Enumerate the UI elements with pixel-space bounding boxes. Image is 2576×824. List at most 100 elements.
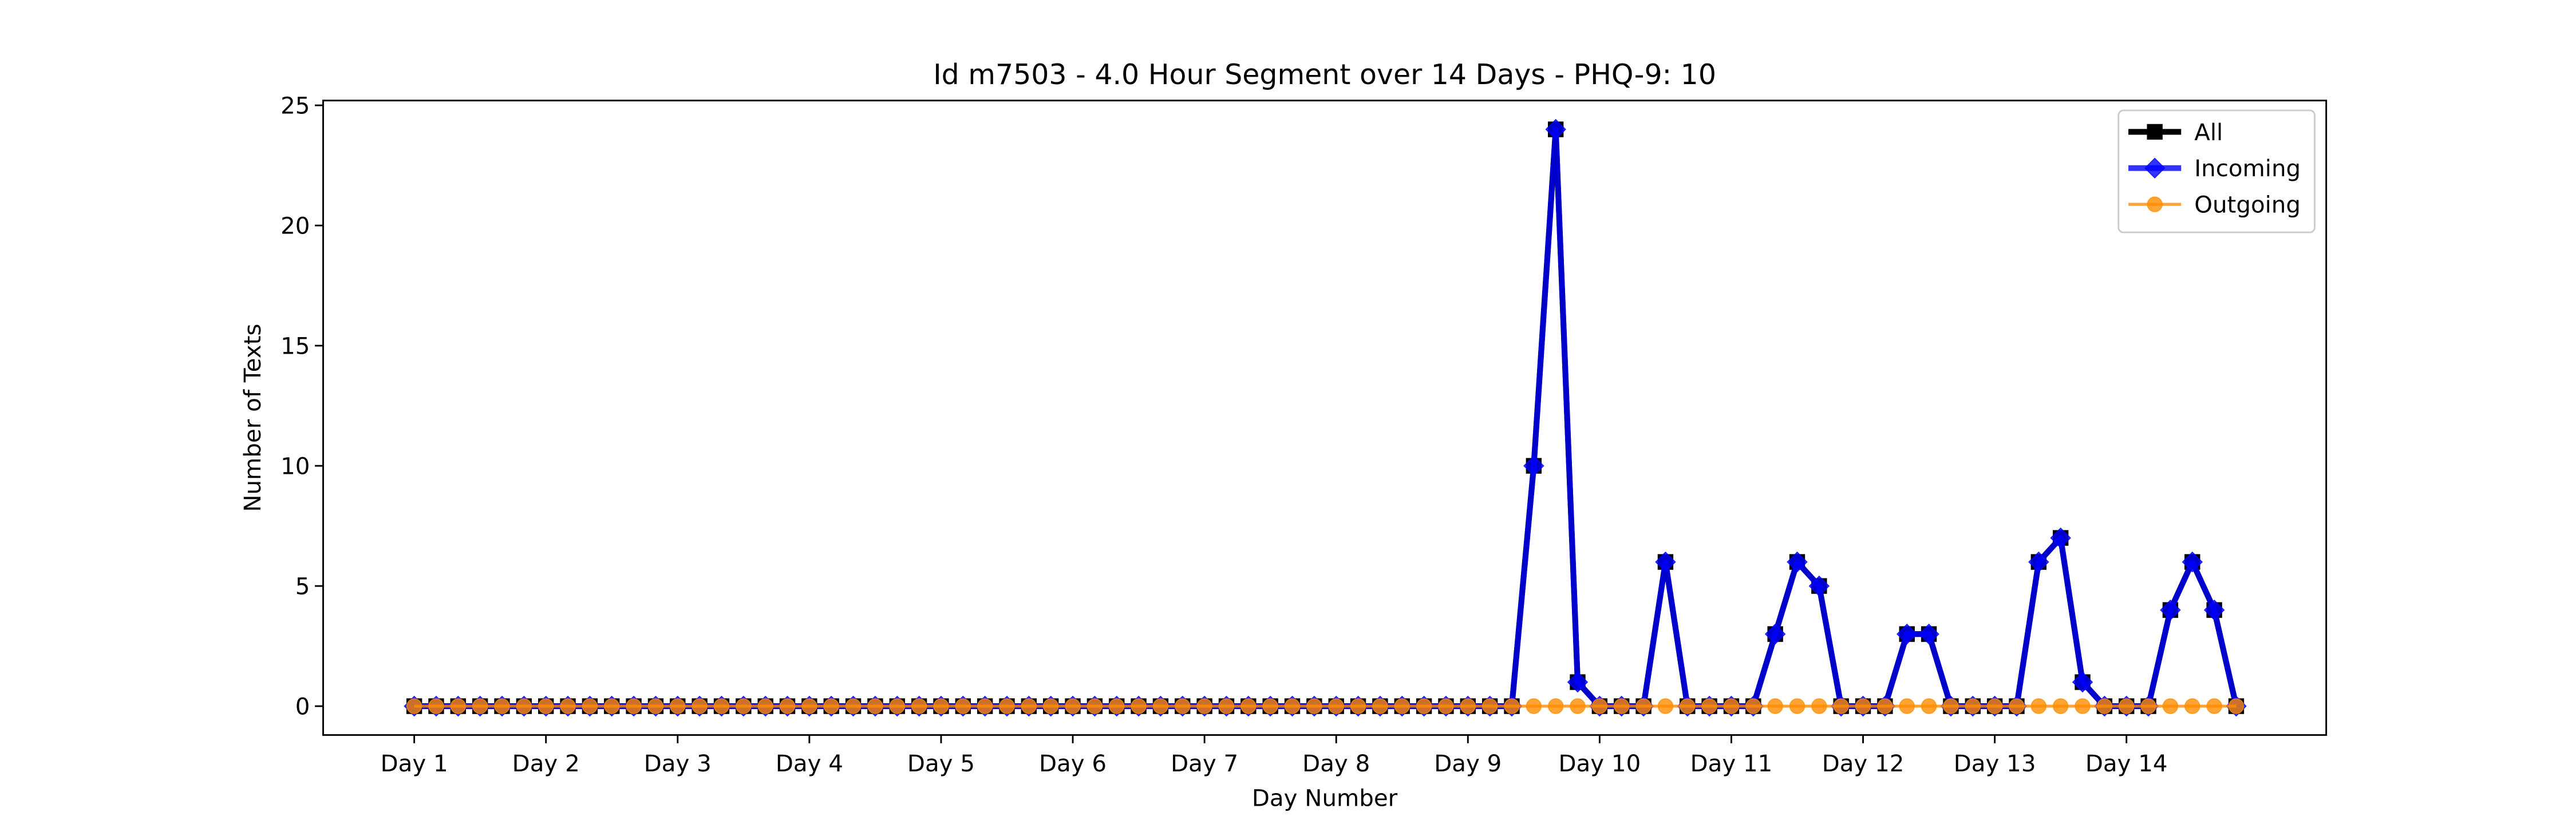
data-point xyxy=(1723,698,1740,714)
legend-label: Incoming xyxy=(2194,155,2301,182)
data-point xyxy=(1745,698,1761,714)
x-tick-label: Day 10 xyxy=(1559,750,1641,777)
y-tick-label: 25 xyxy=(280,92,310,119)
data-point xyxy=(1899,698,1915,714)
data-point xyxy=(1896,623,1918,645)
data-point xyxy=(1152,698,1169,714)
x-axis-label: Day Number xyxy=(1252,785,1398,811)
data-point xyxy=(1787,551,1808,573)
data-point xyxy=(2162,698,2179,714)
data-point xyxy=(736,698,752,714)
data-point xyxy=(1240,698,1257,714)
data-point xyxy=(889,698,905,714)
data-point xyxy=(1043,698,1059,714)
data-point xyxy=(1086,698,1103,714)
x-tick-label: Day 3 xyxy=(644,750,712,777)
legend-marker xyxy=(2147,124,2163,140)
data-point xyxy=(1614,698,1630,714)
data-point xyxy=(1438,698,1454,714)
x-tick-label: Day 2 xyxy=(512,750,580,777)
y-tick-label: 20 xyxy=(280,212,310,239)
data-point xyxy=(2184,698,2200,714)
x-tick-label: Day 14 xyxy=(2085,750,2168,777)
data-point xyxy=(2228,698,2245,714)
data-point xyxy=(1655,551,1676,573)
data-point xyxy=(2206,698,2222,714)
data-point xyxy=(757,698,773,714)
data-point xyxy=(2028,551,2049,573)
data-point xyxy=(2096,698,2113,714)
data-point xyxy=(1545,118,1566,140)
data-point xyxy=(450,698,466,714)
data-point xyxy=(2140,698,2156,714)
data-point xyxy=(516,698,532,714)
data-point xyxy=(2009,698,2025,714)
data-point xyxy=(692,698,708,714)
data-point xyxy=(1460,698,1476,714)
data-point xyxy=(2119,698,2135,714)
data-point xyxy=(2075,698,2091,714)
data-point xyxy=(1350,698,1366,714)
data-point xyxy=(1764,623,1786,645)
data-point xyxy=(1196,698,1212,714)
data-point xyxy=(1855,698,1871,714)
y-tick-label: 0 xyxy=(295,693,310,720)
data-point xyxy=(1701,698,1717,714)
data-point xyxy=(1372,698,1388,714)
data-point xyxy=(1808,575,1830,597)
data-point xyxy=(999,698,1015,714)
data-point xyxy=(1918,623,1939,645)
data-point xyxy=(1680,698,1696,714)
data-point xyxy=(1481,698,1498,714)
data-point xyxy=(472,698,488,714)
data-point xyxy=(1218,698,1235,714)
x-tick-label: Day 7 xyxy=(1171,750,1238,777)
data-point xyxy=(2030,698,2047,714)
data-point xyxy=(1504,698,1520,714)
x-tick-label: Day 12 xyxy=(1822,750,1905,777)
x-tick-label: Day 8 xyxy=(1302,750,1370,777)
x-tick-label: Day 5 xyxy=(907,750,975,777)
data-point xyxy=(494,698,510,714)
data-point xyxy=(604,698,620,714)
x-tick-label: Day 9 xyxy=(1434,750,1502,777)
legend-marker xyxy=(2147,196,2163,212)
data-point xyxy=(2203,599,2225,621)
data-point xyxy=(560,698,576,714)
data-point xyxy=(2072,671,2093,693)
data-point xyxy=(1833,698,1849,714)
x-tick-label: Day 11 xyxy=(1690,750,1773,777)
data-point xyxy=(1591,698,1608,714)
x-tick-label: Day 13 xyxy=(1954,750,2036,777)
data-point xyxy=(801,698,817,714)
data-point xyxy=(428,698,444,714)
data-point xyxy=(955,698,971,714)
data-point xyxy=(1567,671,1589,693)
x-tick-label: Day 4 xyxy=(776,750,843,777)
data-point xyxy=(977,698,993,714)
y-tick-label: 10 xyxy=(280,453,310,480)
legend-box xyxy=(2117,109,2316,233)
y-tick-label: 5 xyxy=(295,573,310,600)
data-point xyxy=(647,698,664,714)
legend-label: Outgoing xyxy=(2194,192,2301,219)
data-point xyxy=(1262,698,1278,714)
legend-marker xyxy=(2144,157,2166,179)
data-point xyxy=(1416,698,1432,714)
data-point xyxy=(933,698,949,714)
data-point xyxy=(2050,527,2071,549)
data-point xyxy=(867,698,883,714)
data-point xyxy=(1965,698,1981,714)
data-point xyxy=(1635,698,1652,714)
y-axis-label: Number of Texts xyxy=(239,324,266,512)
data-point xyxy=(626,698,642,714)
data-point xyxy=(1306,698,1322,714)
data-point xyxy=(1877,698,1893,714)
data-point xyxy=(1657,698,1674,714)
chart-title: Id m7503 - 4.0 Hour Segment over 14 Days… xyxy=(933,58,1716,91)
data-point xyxy=(406,698,422,714)
data-point xyxy=(1986,698,2003,714)
data-point xyxy=(1789,698,1805,714)
data-point xyxy=(1065,698,1081,714)
data-point xyxy=(2052,698,2069,714)
